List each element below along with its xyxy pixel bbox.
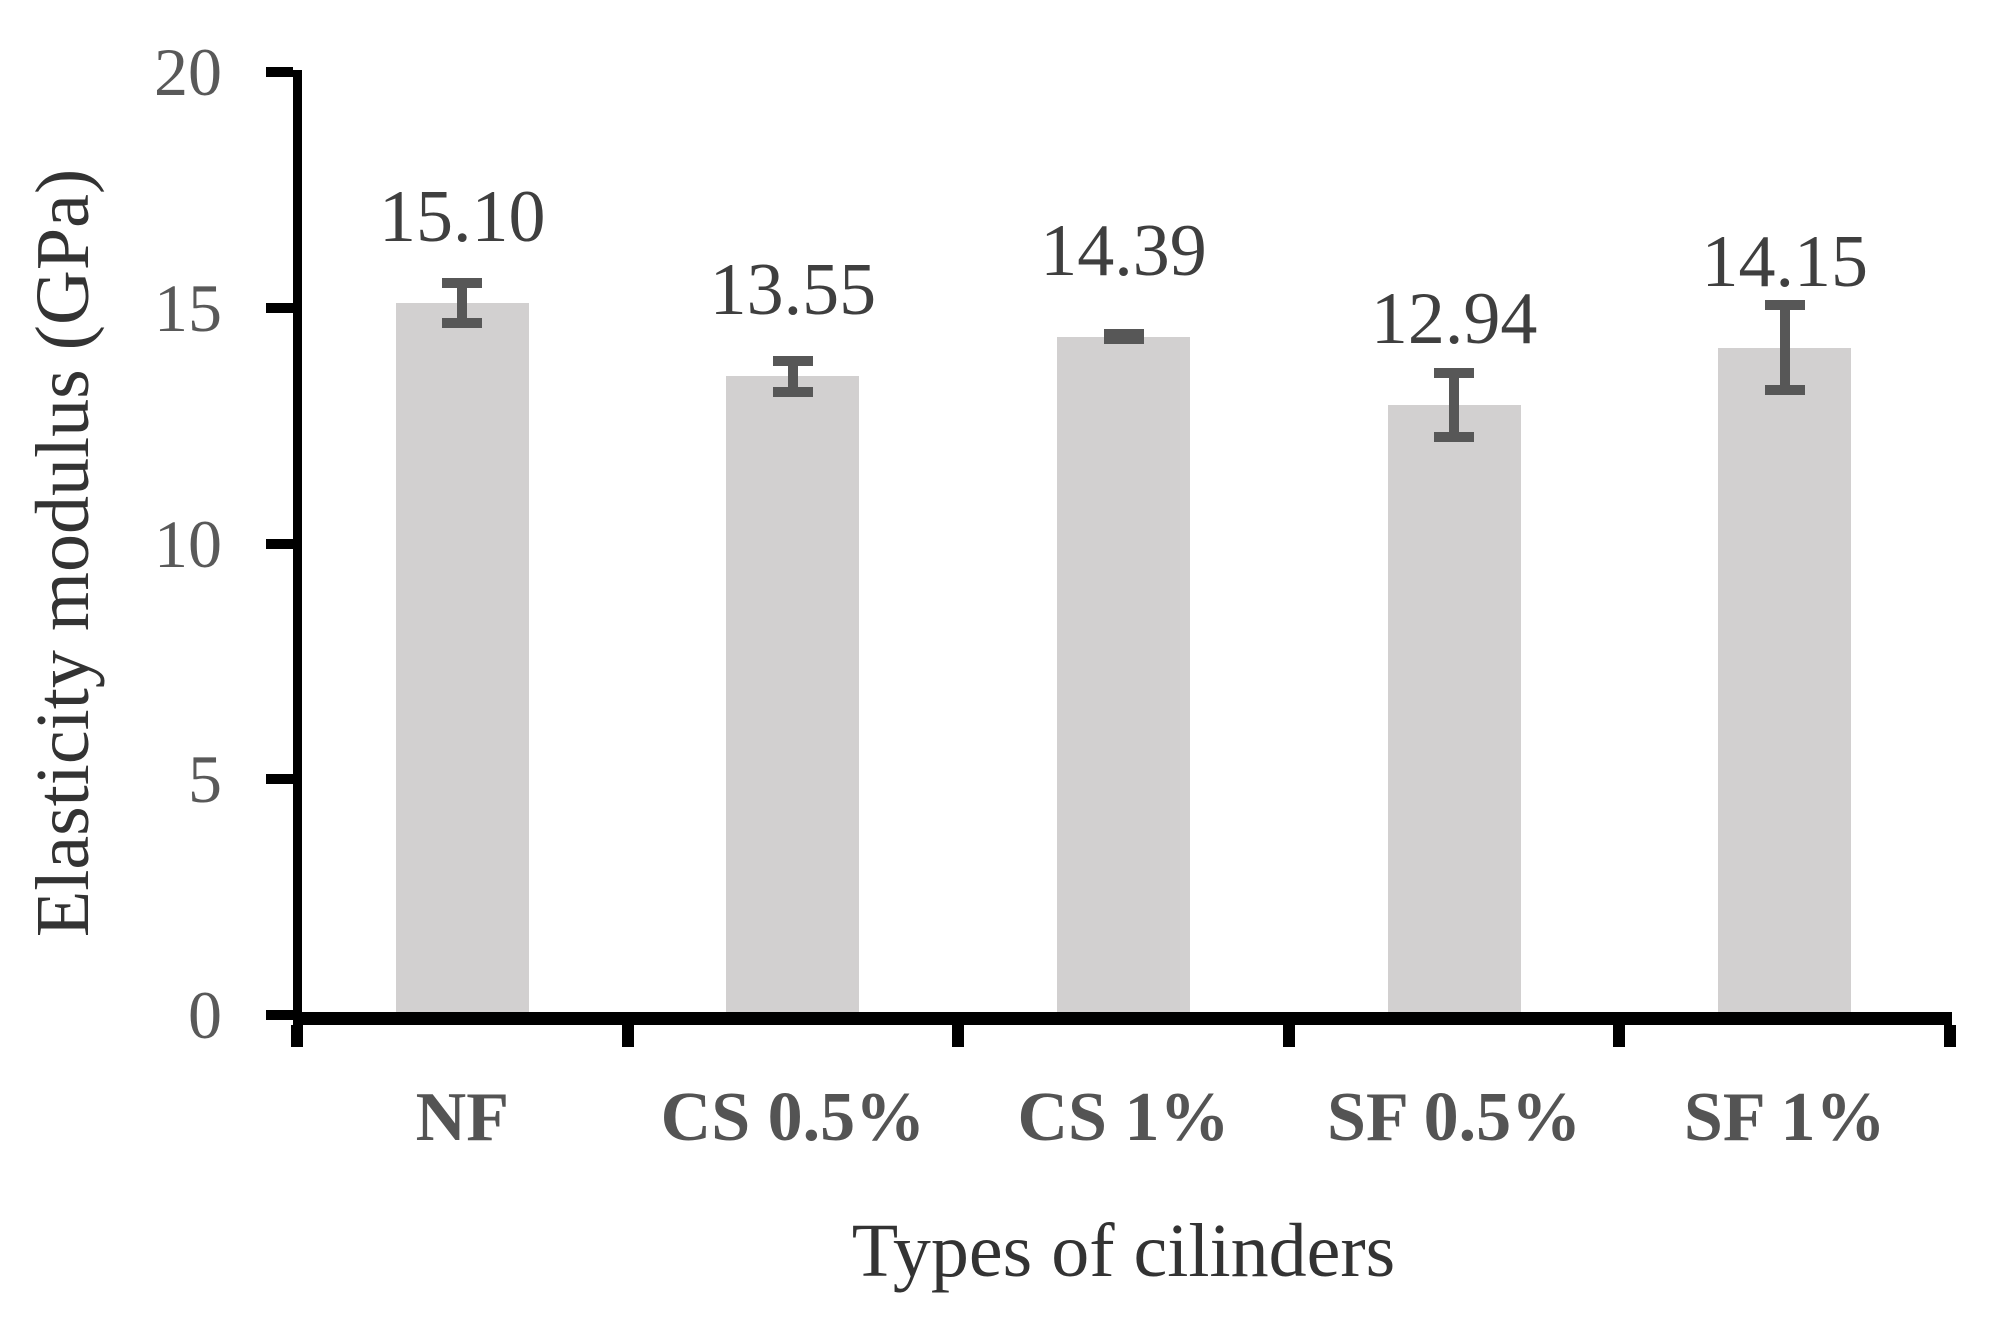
x-tick bbox=[1613, 1025, 1626, 1047]
bar-NF bbox=[395, 303, 529, 1012]
x-tick bbox=[291, 1025, 303, 1047]
error-bar-line bbox=[457, 282, 468, 324]
error-bar-bottom-cap bbox=[1434, 431, 1475, 442]
bar-value-label: 12.94 bbox=[1370, 277, 1538, 360]
bar-CS 1% bbox=[1057, 336, 1190, 1012]
error-bar-bottom-cap bbox=[772, 386, 813, 397]
bar-SF 1% bbox=[1718, 347, 1852, 1012]
bar-value-label: 14.15 bbox=[1701, 220, 1868, 303]
y-tick bbox=[266, 67, 293, 77]
bar-CS 0.5% bbox=[726, 376, 860, 1012]
error-bar-bottom-cap bbox=[442, 318, 483, 329]
error-bar-bottom-cap bbox=[1764, 385, 1805, 396]
x-tick bbox=[621, 1025, 634, 1047]
x-category-label: CS 1% bbox=[1017, 1079, 1230, 1156]
x-axis-line bbox=[293, 1012, 1952, 1025]
error-bar-top-cap bbox=[442, 277, 483, 288]
bar-value-label: 13.55 bbox=[709, 249, 877, 332]
y-tick bbox=[266, 774, 293, 785]
x-tick bbox=[1282, 1025, 1295, 1047]
x-category-label: CS 0.5% bbox=[660, 1079, 926, 1156]
x-axis-title: Types of cilinders bbox=[851, 1209, 1396, 1293]
y-tick-label: 5 bbox=[188, 741, 222, 818]
error-bar-top-cap bbox=[1764, 300, 1805, 311]
y-tick bbox=[266, 538, 293, 549]
x-tick bbox=[1944, 1025, 1956, 1047]
error-bar-bottom-cap bbox=[1103, 333, 1144, 344]
y-axis-line bbox=[293, 70, 302, 1025]
error-bar-top-cap bbox=[772, 355, 813, 366]
x-category-label: SF 0.5% bbox=[1327, 1079, 1582, 1156]
y-tick bbox=[266, 1010, 293, 1020]
error-bar-line bbox=[1779, 305, 1790, 391]
y-tick-label: 15 bbox=[154, 269, 222, 346]
y-tick bbox=[266, 302, 293, 313]
x-category-label: NF bbox=[415, 1079, 509, 1156]
error-bar-line bbox=[1449, 372, 1460, 437]
bar-SF 0.5% bbox=[1387, 404, 1521, 1012]
bar-value-label: 14.39 bbox=[1040, 209, 1207, 292]
y-tick-label: 20 bbox=[154, 34, 222, 110]
error-bar-top-cap bbox=[1434, 367, 1475, 378]
y-tick-label: 10 bbox=[154, 505, 222, 582]
x-tick bbox=[952, 1025, 965, 1047]
y-tick-label: 0 bbox=[188, 977, 222, 1053]
x-category-label: SF 1% bbox=[1683, 1079, 1886, 1156]
error-bar-line bbox=[787, 360, 798, 392]
bar-value-label: 15.10 bbox=[379, 176, 546, 259]
